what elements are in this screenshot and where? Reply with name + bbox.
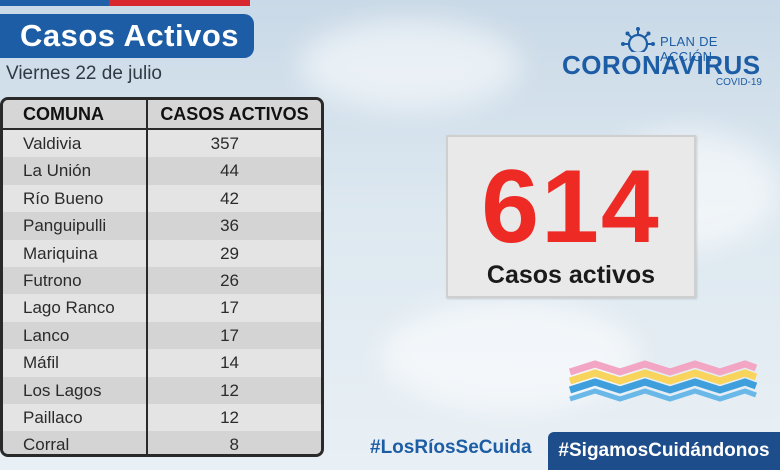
comuna-cell: La Unión	[3, 157, 148, 185]
comuna-cell: Mariquina	[3, 239, 148, 267]
coronavirus-logo: PLAN DE ACCIÓN CORONAVIRUS COVID-19	[562, 26, 772, 92]
table-row: Corral 8	[3, 431, 321, 455]
comuna-cell: Paillaco	[3, 403, 148, 432]
total-active-cases-card: 614 Casos activos	[446, 135, 696, 298]
table-row: Los Lagos 12	[3, 376, 321, 404]
logo-coronavirus-text: CORONAVIRUS	[562, 50, 761, 80]
comuna-cell: Lago Ranco	[3, 294, 148, 322]
column-header-comuna: COMUNA	[3, 100, 148, 128]
comuna-cell: Corral	[3, 431, 148, 454]
table-row: Valdivia 357	[3, 130, 321, 158]
table-row: Lanco 17	[3, 321, 321, 350]
table-row: Río Bueno 42	[3, 184, 321, 213]
casos-cell: 36	[220, 216, 239, 236]
flag-stripe	[0, 0, 250, 6]
table-row: La Unión 44	[3, 157, 321, 185]
table-row: Lago Ranco 17	[3, 294, 321, 322]
casos-cell: 357	[210, 134, 239, 153]
table-row: Mariquina 29	[3, 239, 321, 267]
casos-cell: 42	[220, 188, 239, 208]
hashtag-los-rios: #LosRíosSeCuida	[370, 437, 532, 458]
comuna-cell: Futrono	[3, 266, 148, 295]
table-row: Futrono 26	[3, 266, 321, 295]
date-subtitle: Viernes 22 de julio	[6, 63, 162, 84]
page-title: Casos Activos	[0, 14, 254, 58]
cases-table: COMUNA CASOS ACTIVOS Valdivia 357 La Unión…	[0, 97, 324, 457]
table-header: COMUNA CASOS ACTIVOS	[3, 100, 321, 130]
casos-cell: 26	[220, 270, 239, 290]
logo-covid-text: COVID-19	[715, 77, 762, 88]
comuna-cell: Lanco	[3, 321, 148, 350]
casos-cell: 8	[229, 435, 239, 455]
comuna-cell: Valdivia	[3, 130, 148, 158]
rainbow-waves-graphic	[568, 360, 758, 402]
table-body: Valdivia 357 La Unión 44 Río Bueno 42 Panguipu…	[3, 130, 321, 455]
casos-cell: 17	[220, 298, 239, 318]
casos-cell: 12	[220, 380, 239, 400]
total-active-cases-number: 614	[481, 149, 661, 265]
column-header-casos: CASOS ACTIVOS	[160, 104, 309, 124]
casos-cell: 14	[220, 353, 239, 373]
casos-cell: 12	[220, 407, 239, 427]
virus-icon	[621, 27, 655, 52]
casos-cell: 44	[220, 161, 239, 181]
hashtag-sigamos: #SigamosCuidándonos	[548, 432, 780, 470]
total-active-cases-label: Casos activos	[486, 261, 656, 289]
comuna-cell: Panguipulli	[3, 212, 148, 240]
casos-cell: 17	[220, 325, 239, 345]
comuna-cell: Río Bueno	[3, 184, 148, 213]
table-row: Máfil 14	[3, 349, 321, 377]
comuna-cell: Los Lagos	[3, 376, 148, 404]
background-cloud	[300, 20, 520, 110]
table-row: Paillaco 12	[3, 403, 321, 432]
casos-cell: 29	[220, 243, 239, 263]
comuna-cell: Máfil	[3, 349, 148, 377]
table-row: Panguipulli 36	[3, 212, 321, 240]
logo-plan-text: PLAN DE ACCIÓN	[660, 34, 718, 64]
